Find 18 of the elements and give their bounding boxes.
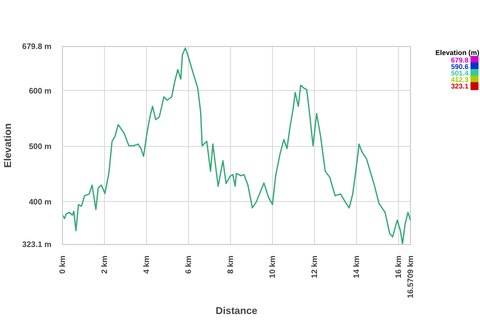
x-tick-label: 16.5709 km <box>406 256 415 298</box>
x-tick-label: 8 km <box>226 256 236 274</box>
x-tick-label: 2 km <box>100 256 109 274</box>
x-tick-label: 0 km <box>58 256 67 274</box>
x-tick-label: 14 km <box>352 255 362 278</box>
x-tick-label: 12 km <box>310 255 320 278</box>
y-tick-label: 400 m <box>28 197 52 206</box>
y-tick-label: 323.1 m <box>22 240 52 249</box>
y-tick-label: 600 m <box>28 86 52 96</box>
x-axis-title: Distance <box>216 306 258 318</box>
y-tick-label: 679.8 m <box>22 42 52 51</box>
x-tick-label: 4 km <box>142 256 152 274</box>
line-series <box>62 47 410 244</box>
y-tick-label: 500 m <box>28 142 52 151</box>
x-tick-label: 6 km <box>184 256 194 274</box>
x-tick-label: 10 km <box>268 255 278 278</box>
x-tick-label: 16 km <box>394 255 404 278</box>
y-axis-title: Elevation <box>3 123 14 168</box>
